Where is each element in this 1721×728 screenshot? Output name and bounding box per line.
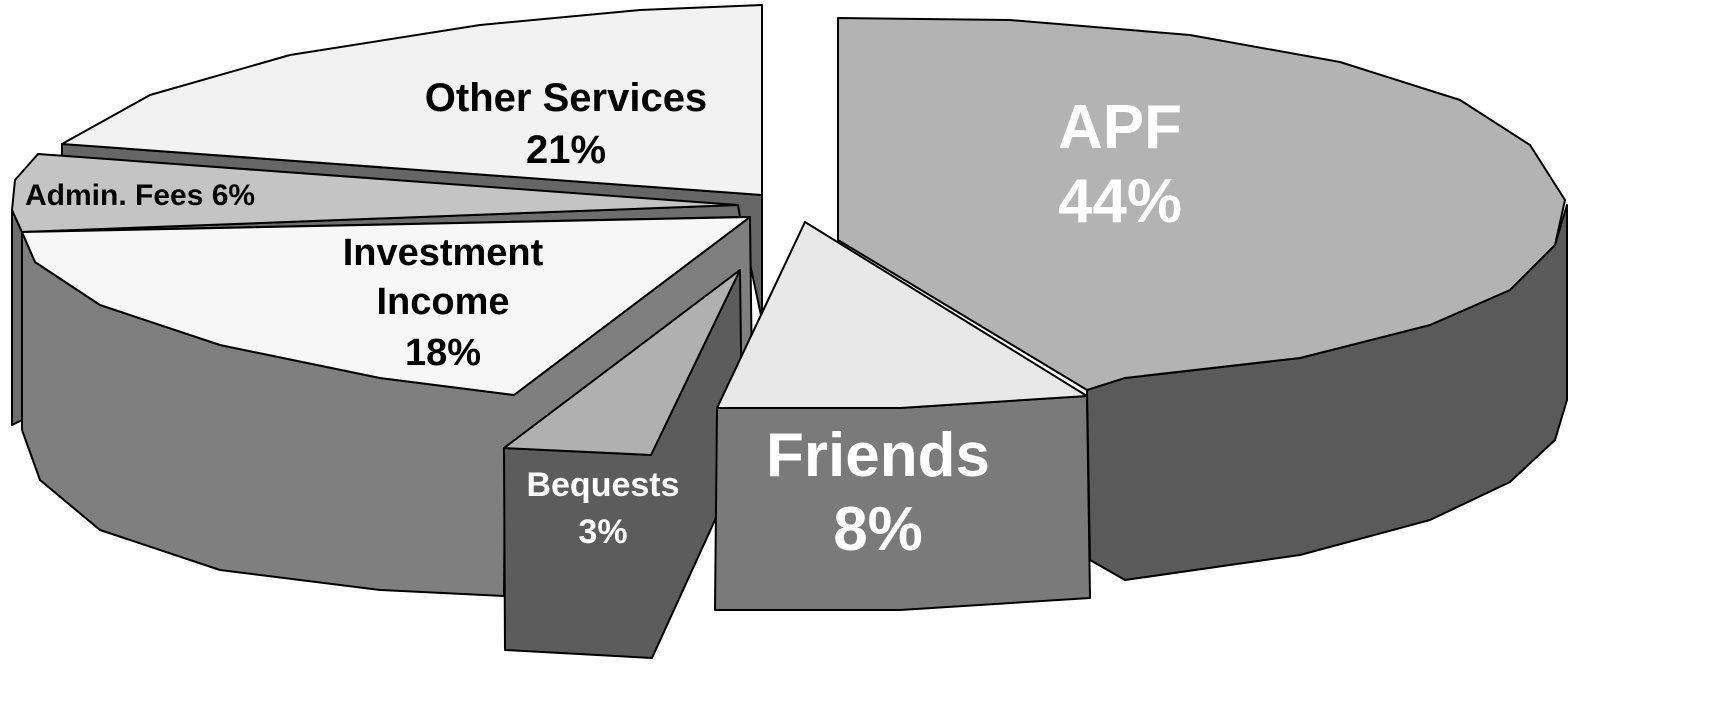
slice-value-bequests: 3% (578, 513, 627, 551)
slice-label-other-services: Other Services (425, 76, 707, 120)
pie-slice-top-investment-income (21, 216, 751, 396)
slice-label-friends: Friends (766, 421, 990, 490)
pie-slice-top-apf (837, 17, 1566, 391)
pie-slice-top-admin-fees (11, 153, 739, 233)
slice-label-investment-income-line1: Investment (343, 232, 544, 274)
slice-label-investment-income-line2: Income (376, 281, 509, 323)
slice-label-apf: APF (1058, 93, 1182, 162)
pie-slice-top-other-services (61, 4, 763, 196)
pie-slice-friends (714, 221, 1091, 611)
slice-value-apf: 44% (1058, 167, 1182, 236)
slice-label-bequests: Bequests (526, 466, 679, 504)
slice-value-investment-income: 18% (405, 332, 481, 374)
pie-slice-top-friends (716, 221, 1088, 409)
slice-value-other-services: 21% (526, 128, 606, 172)
pie-slice-bequests (503, 269, 743, 659)
slice-value-friends: 8% (833, 495, 923, 564)
pie-slice-top-bequests (503, 269, 741, 456)
slice-label-admin-fees: Admin. Fees 6% (25, 179, 255, 212)
pie-slice-apf (837, 17, 1568, 581)
